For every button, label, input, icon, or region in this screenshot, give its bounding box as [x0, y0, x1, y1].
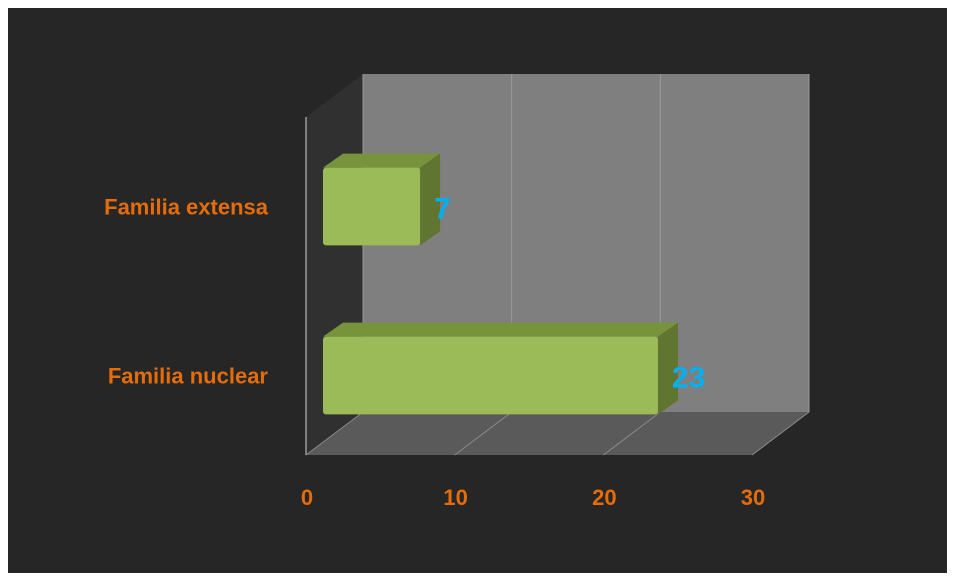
data-label-1: 23 — [672, 362, 705, 395]
bar-1-side — [657, 322, 678, 415]
category-label-0: Familia extensa — [104, 195, 269, 220]
data-labels: 7 23 — [434, 193, 705, 395]
x-tick-label-1: 10 — [443, 485, 467, 510]
bar-1-front — [323, 336, 658, 415]
bars — [323, 153, 678, 415]
category-label-1: Familia nuclear — [108, 364, 269, 389]
x-tick-labels: 0 10 20 30 — [301, 485, 765, 510]
bar-0 — [323, 153, 441, 246]
bar-0-side — [420, 153, 441, 246]
floor-gridline-0 — [305, 411, 364, 456]
category-labels: Familia extensa Familia nuclear — [104, 195, 269, 389]
bar-1-top — [323, 322, 678, 337]
data-label-0: 7 — [434, 193, 451, 226]
floor-gridline-2 — [603, 411, 661, 456]
x-tick-label-0: 0 — [301, 485, 313, 510]
bar-0-top — [323, 153, 441, 168]
bar-0-front — [323, 167, 421, 246]
floor-gridline-1 — [454, 411, 512, 456]
chart-floor — [306, 412, 809, 455]
x-tick-label-3: 30 — [741, 485, 765, 510]
x-tick-label-2: 20 — [592, 485, 616, 510]
floor-gridline-3 — [751, 411, 810, 456]
bar-1 — [323, 322, 678, 415]
